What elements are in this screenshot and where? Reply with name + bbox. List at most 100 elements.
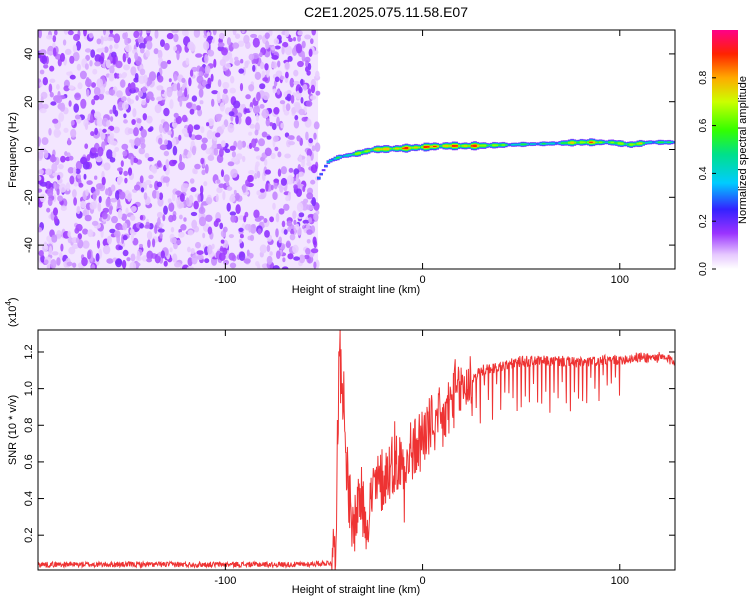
signal-cell [414,146,418,149]
noise-point [82,209,88,217]
noise-point [254,129,259,136]
signal-cell [655,141,660,144]
noise-point [72,189,77,198]
noise-point [196,254,204,260]
noise-point [38,227,43,233]
noise-point [183,148,188,156]
noise-point [129,261,137,269]
noise-point [49,65,55,72]
noise-point [181,114,188,123]
noise-point [124,44,132,53]
signal-cell [399,147,404,150]
noise-point [106,149,113,160]
noise-point [201,169,206,176]
noise-point [137,36,144,44]
noise-point [109,109,113,115]
signal-cell [598,141,603,143]
noise-point [91,264,96,269]
noise-point [169,99,174,110]
noise-point [48,245,53,256]
noise-point [190,187,197,193]
noise-point [163,107,170,117]
signal-cell [570,141,574,144]
signal-cell [470,145,475,147]
noise-point [152,238,156,248]
noise-point [52,172,59,177]
noise-point [197,84,203,90]
noise-point [91,147,97,154]
noise-point [284,30,290,38]
noise-point [221,47,228,56]
noise-point [171,214,177,221]
noise-point [231,157,239,163]
noise-point [257,263,261,269]
noise-point [52,47,57,57]
noise-point [170,237,177,244]
signal-cell [371,149,376,151]
noise-point [270,184,274,191]
signal-cell [657,141,662,144]
noise-point [262,77,269,82]
noise-point [226,51,233,59]
noise-point [84,48,92,53]
noise-point [77,174,81,179]
noise-point [82,240,90,249]
noise-point [125,52,129,59]
noise-point [277,151,282,158]
noise-point [178,161,185,171]
noise-point [309,95,317,100]
noise-point [197,194,201,203]
signal-cell [402,147,406,149]
noise-point [157,228,165,233]
noise-point [154,224,158,234]
signal-cell [615,142,619,144]
noise-point [248,53,255,61]
noise-point [75,40,82,51]
noise-point [219,148,224,158]
noise-point [288,167,294,173]
noise-point [81,257,88,267]
noise-point [293,37,296,42]
noise-point [43,64,49,69]
noise-point [200,126,205,134]
noise-point [200,202,204,213]
noise-point [245,94,251,100]
noise-point [143,192,148,200]
noise-point [95,183,104,190]
noise-point [297,30,304,36]
noise-point [103,30,106,36]
noise-point [70,120,75,126]
noise-point [243,258,251,264]
noise-point [314,142,321,152]
noise-point [44,149,49,159]
noise-point [168,202,175,212]
signal-cell [338,155,342,158]
signal-cell [629,143,633,146]
noise-point [297,60,304,68]
signal-cell [496,144,501,146]
noise-point [238,251,246,261]
noise-point [122,150,128,157]
noise-point [101,47,105,53]
noise-point [255,161,260,167]
signal-cell [482,144,487,147]
noise-point [145,35,153,43]
noise-point [122,234,128,241]
noise-point [238,68,245,74]
noise-point [313,132,317,140]
noise-point [308,48,313,57]
noise-point [195,53,203,58]
noise-point [234,59,241,66]
noise-point [290,229,295,235]
noise-point [242,155,246,163]
noise-point [53,207,58,216]
noise-point [50,259,57,269]
noise-point [295,43,303,54]
noise-point [223,88,228,94]
noise-point [131,119,136,125]
signal-cell [397,147,402,150]
noise-point [115,190,120,201]
noise-point [284,153,291,159]
noise-point [62,39,67,46]
noise-point [52,118,59,124]
